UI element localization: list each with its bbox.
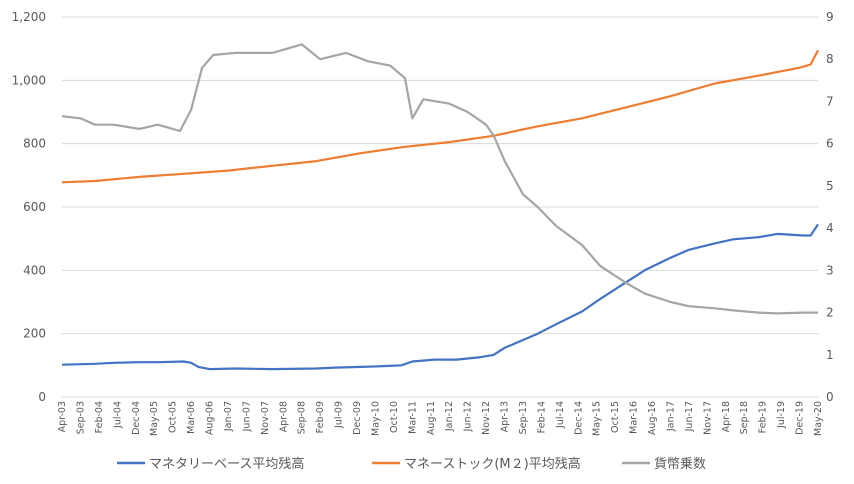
y-axis-left: 0 200 400 600 800 1,000 1,200 — [12, 10, 46, 404]
legend-item: マネタリーベース平均残高 — [117, 456, 304, 472]
y-axis-right: 0 1 2 3 4 5 6 7 8 9 — [826, 10, 834, 404]
x-tick-label: Sep-03 — [75, 401, 86, 434]
x-tick-label: Mar-16 — [629, 401, 640, 434]
y2-tick-label: 9 — [826, 10, 834, 24]
y-tick-label: 400 — [23, 263, 46, 277]
legend-label: 貨幣乗数 — [654, 456, 706, 472]
x-tick-label: Feb-14 — [536, 401, 547, 433]
y-tick-label: 1,200 — [12, 10, 46, 24]
x-tick-label: Aug-16 — [647, 401, 658, 435]
x-tick-label: Jul-19 — [776, 401, 787, 429]
x-tick-label: Jul-04 — [112, 401, 123, 429]
x-tick-label: Sep-13 — [518, 401, 529, 434]
x-tick-label: Apr-03 — [57, 401, 68, 432]
x-tick-label: Dec-04 — [131, 401, 142, 435]
x-tick-label: Oct-05 — [168, 401, 179, 433]
y-tick-label: 800 — [23, 137, 46, 151]
x-tick-label: Oct-15 — [610, 401, 621, 433]
legend: マネタリーベース平均残高 マネーストック(M２)平均残高 貨幣乗数 — [117, 456, 706, 472]
x-tick-label: May-10 — [370, 401, 381, 436]
y-tick-label: 600 — [23, 200, 46, 214]
x-tick-label: Feb-04 — [94, 401, 105, 433]
series-lines — [61, 43, 819, 371]
x-tick-label: Nov-07 — [260, 401, 271, 435]
legend-label: マネーストック(M２)平均残高 — [404, 456, 581, 472]
x-tick-label: Sep-08 — [297, 401, 308, 434]
x-tick-label: Jan-17 — [665, 401, 676, 432]
x-tick-label: May-20 — [813, 401, 824, 436]
x-tick-label: Sep-18 — [739, 401, 750, 434]
series-line — [61, 43, 818, 315]
x-tick-label: Jul-09 — [334, 401, 345, 429]
x-tick-label: Nov-17 — [702, 401, 713, 435]
y2-tick-label: 7 — [826, 94, 834, 108]
y2-tick-label: 0 — [826, 390, 834, 404]
x-tick-label: Dec-14 — [573, 401, 584, 435]
y2-tick-label: 5 — [826, 179, 834, 193]
x-tick-label: Mar-06 — [186, 401, 197, 434]
series-line — [61, 49, 819, 184]
x-tick-label: Jul-14 — [555, 401, 566, 429]
y2-tick-label: 3 — [826, 263, 834, 277]
legend-label: マネタリーベース平均残高 — [149, 456, 304, 472]
x-tick-label: Dec-09 — [352, 401, 363, 435]
x-tick-label: Aug-11 — [426, 401, 437, 435]
gridlines — [62, 16, 818, 335]
x-tick-label: Oct-10 — [389, 401, 400, 433]
x-tick-label: Apr-08 — [278, 401, 289, 432]
y2-tick-label: 6 — [826, 137, 834, 151]
legend-item: マネーストック(M２)平均残高 — [372, 456, 581, 472]
x-tick-label: Jun-12 — [463, 401, 474, 432]
y-tick-label: 200 — [23, 327, 46, 341]
y2-tick-label: 8 — [826, 52, 834, 66]
series-line — [61, 223, 819, 371]
x-tick-label: Jan-12 — [444, 401, 455, 432]
y-tick-label: 1,000 — [12, 73, 46, 87]
y2-tick-label: 2 — [826, 306, 834, 320]
x-tick-label: Dec-19 — [795, 401, 806, 435]
y2-tick-label: 1 — [826, 348, 834, 362]
x-tick-label: Jun-07 — [241, 401, 252, 432]
x-tick-label: Aug-06 — [205, 401, 216, 435]
x-tick-label: May-05 — [149, 401, 160, 436]
x-axis: Apr-03 Sep-03 Feb-04 Jul-04 Dec-04 May-05 Oct-… — [57, 401, 824, 436]
x-tick-label: May-15 — [592, 401, 603, 436]
x-tick-label: Mar-11 — [407, 401, 418, 434]
x-tick-label: Apr-13 — [500, 401, 511, 432]
y-tick-label: 0 — [38, 390, 46, 404]
y2-tick-label: 4 — [826, 221, 834, 235]
x-tick-label: Feb-19 — [758, 401, 769, 433]
x-tick-label: Jun-17 — [684, 401, 695, 432]
x-tick-label: Apr-18 — [721, 401, 732, 432]
x-tick-label: Jan-07 — [223, 401, 234, 432]
x-tick-label: Feb-09 — [315, 401, 326, 433]
x-tick-label: Nov-12 — [481, 401, 492, 435]
legend-item: 貨幣乗数 — [622, 456, 706, 472]
